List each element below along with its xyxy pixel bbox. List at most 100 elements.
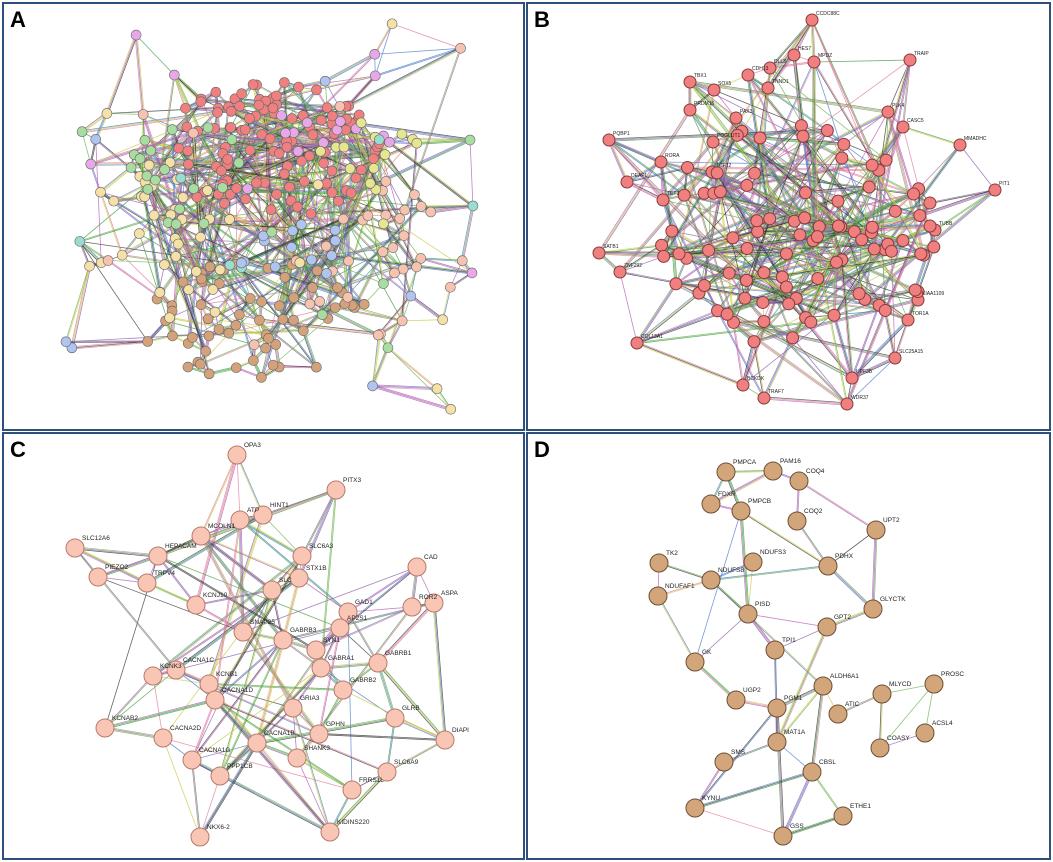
edge [636,309,718,343]
node [409,189,420,200]
edge [727,278,818,315]
node [95,186,106,198]
edge [235,262,379,335]
node [389,267,400,279]
edge [387,347,452,410]
node [683,103,697,117]
node [198,218,210,229]
node-label: MCOLN1 [208,523,235,530]
edge [74,548,176,671]
edge [903,60,911,128]
node [377,246,389,258]
edge [770,62,815,69]
edge [432,603,445,741]
node [344,163,356,174]
node [706,135,720,149]
node [437,314,449,325]
edge [377,662,446,741]
node [368,163,380,174]
node-label: TRAF7 [768,389,784,395]
edge [676,282,789,304]
edge [739,511,748,615]
node [288,314,299,326]
node-label: SLC6A3 [309,543,334,550]
node [685,652,705,672]
edge [608,140,685,196]
node [182,145,194,157]
node [271,90,282,102]
edge [812,19,816,62]
node [164,312,175,324]
node-label: CACNA2D [170,725,201,732]
nodes [60,18,479,415]
edge [895,320,909,359]
edge [214,519,240,700]
edge [178,243,276,268]
node [387,242,399,253]
edge [372,334,382,387]
node [913,209,927,223]
node-label: TK2 [666,550,678,557]
edge [319,628,341,735]
edge [598,244,662,253]
edge [376,601,434,663]
edge [404,48,462,211]
node-label: PMPCA [733,459,757,466]
edge [274,218,363,267]
edge [391,23,461,49]
node [753,131,767,145]
edge [104,698,215,728]
edge [420,257,463,261]
node [170,218,182,230]
node [602,133,616,147]
edge [637,341,744,385]
edge [753,87,768,174]
node [248,339,260,350]
node [840,397,854,411]
edge [670,231,676,284]
node [738,604,758,624]
node [248,355,259,366]
node-label: PISD [755,601,770,608]
edge [213,700,257,745]
edge [746,75,770,219]
node [224,214,235,225]
node [245,293,256,304]
edge [346,74,375,106]
edge [356,120,406,211]
node [767,732,787,752]
edge [872,529,877,610]
node [102,255,114,266]
nodes [65,445,455,847]
edge [619,130,743,273]
edge [388,142,473,208]
node [141,170,153,182]
panel-letter: D [534,437,550,462]
node [65,538,85,558]
node [445,403,457,415]
edge [764,338,794,399]
node-label: KIAA1109 [922,291,944,297]
node-label: GPT2 [834,614,851,621]
node-label: SNAP25 [250,619,275,626]
edge [689,81,795,222]
node [90,134,102,145]
node [364,178,376,189]
edge [372,385,438,390]
edge [208,684,330,833]
panel-border [526,432,1051,860]
node [377,762,397,782]
node [396,128,408,140]
edge [100,191,264,237]
edge [177,244,276,269]
node [701,570,721,590]
edge [711,566,829,581]
node [342,780,362,800]
node-label: CAD [424,554,438,561]
edge [710,469,773,504]
edge [832,262,836,316]
edge [834,145,962,317]
edge [762,337,792,398]
node [896,234,910,248]
node [177,192,189,203]
